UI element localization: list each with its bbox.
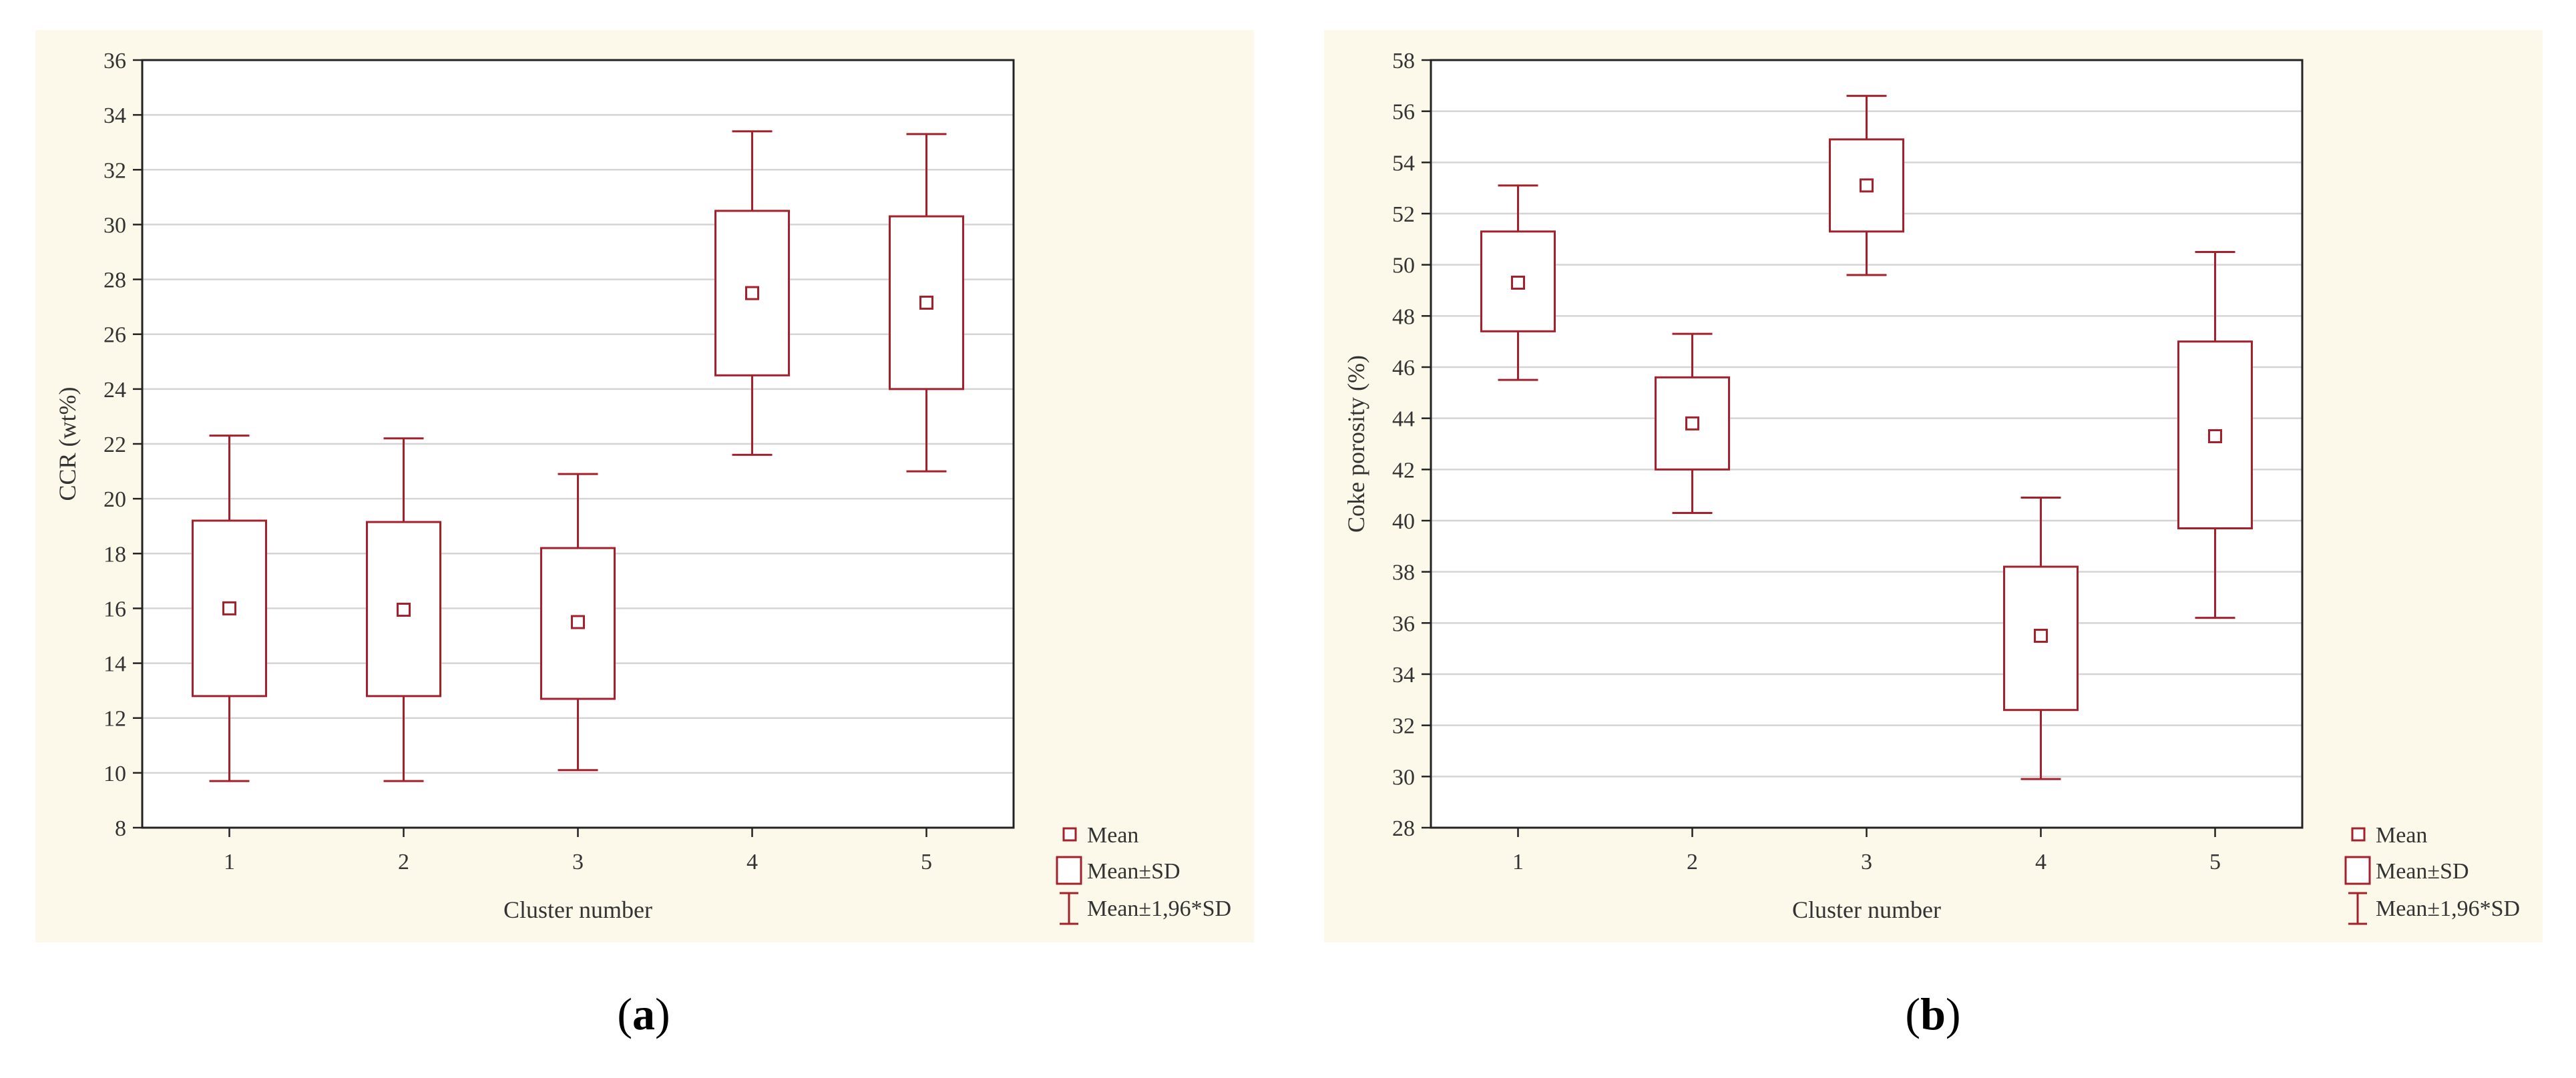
y-tick-label: 34 — [103, 103, 126, 128]
x-tick-label: 5 — [2209, 850, 2221, 874]
x-tick-label: 2 — [398, 850, 409, 874]
x-tick-label: 5 — [921, 850, 932, 874]
y-tick-label: 38 — [1392, 561, 1415, 585]
mean-marker — [745, 286, 759, 300]
caption-a: (a) — [617, 989, 670, 1039]
caption-b: (b) — [1905, 989, 1961, 1039]
legend-mean-marker — [1062, 827, 1077, 842]
y-tick-label: 32 — [103, 158, 126, 183]
mean-marker — [571, 615, 585, 629]
y-tick-label: 44 — [1392, 407, 1415, 432]
y-tick-label: 20 — [103, 487, 126, 512]
mean-marker — [397, 602, 411, 617]
y-tick-label: 36 — [103, 49, 126, 73]
chart-panel-b: 28 30 32 34 36 38 40 42 44 46 48 50 52 54 56 58 1 2 3 4 5 Clu… — [1324, 30, 2543, 942]
mean-marker — [1860, 178, 1874, 193]
y-tick-label: 14 — [103, 652, 126, 677]
y-tick-label: 48 — [1392, 304, 1415, 329]
mean-marker — [919, 295, 933, 310]
mean-marker — [2208, 429, 2222, 443]
caption-b-label: b — [1920, 989, 1946, 1039]
legend-sd-label: Mean±SD — [2376, 859, 2469, 884]
y-axis-label: Coke porosity (%) — [1343, 355, 1369, 533]
chart-panel-a: 8 10 12 14 16 18 20 22 24 26 28 30 32 34 36 1 2 3 4 5 Cluste… — [35, 30, 1254, 942]
y-tick-label: 16 — [103, 597, 126, 621]
y-tick-label: 52 — [1392, 202, 1415, 227]
y-tick-label: 40 — [1392, 509, 1415, 534]
x-tick-label: 4 — [746, 850, 758, 874]
legend-sd-label: Mean±SD — [1087, 859, 1180, 884]
mean-marker — [1685, 416, 1699, 431]
y-tick-label: 30 — [103, 213, 126, 238]
legend-mean-marker — [2351, 827, 2366, 842]
legend-sd-box — [1056, 856, 1082, 885]
legend-mean-label: Mean — [2376, 823, 2427, 848]
y-tick-label: 26 — [103, 323, 126, 348]
y-tick-label: 8 — [115, 816, 126, 841]
y-tick-label: 22 — [103, 433, 126, 457]
y-tick-label: 18 — [103, 542, 126, 567]
y-tick-label: 36 — [1392, 611, 1415, 636]
y-tick-label: 12 — [103, 707, 126, 732]
x-tick-label: 4 — [2035, 850, 2047, 874]
x-tick-label: 3 — [572, 850, 584, 874]
y-tick-label: 54 — [1392, 151, 1415, 176]
legend-196sd-label: Mean±1,96*SD — [1087, 896, 1231, 921]
y-tick-label: 10 — [103, 762, 126, 786]
y-tick-label: 34 — [1392, 663, 1415, 688]
y-tick-label: 30 — [1392, 765, 1415, 790]
mean-marker — [1511, 276, 1525, 290]
legend-sd-box — [2344, 856, 2371, 885]
x-tick-label: 1 — [224, 850, 235, 874]
y-tick-label: 56 — [1392, 100, 1415, 125]
y-tick-label: 46 — [1392, 356, 1415, 380]
caption-a-label: a — [632, 989, 655, 1039]
x-tick-label: 3 — [1861, 850, 1872, 874]
mean-marker — [222, 601, 236, 615]
x-axis-label: Cluster number — [503, 896, 652, 923]
y-tick-label: 24 — [103, 378, 126, 402]
mean-marker — [2034, 629, 2048, 643]
y-axis-label: CCR (wt%) — [54, 387, 81, 501]
x-tick-label: 1 — [1512, 850, 1524, 874]
y-tick-label: 28 — [103, 268, 126, 293]
legend-mean-label: Mean — [1087, 823, 1138, 848]
y-tick-label: 32 — [1392, 714, 1415, 739]
x-tick-label: 2 — [1687, 850, 1698, 874]
legend-196sd-label: Mean±1,96*SD — [2376, 896, 2520, 921]
x-axis-label: Cluster number — [1792, 896, 1941, 923]
y-tick-label: 28 — [1392, 816, 1415, 841]
y-tick-label: 58 — [1392, 49, 1415, 73]
y-tick-label: 50 — [1392, 254, 1415, 278]
y-tick-label: 42 — [1392, 458, 1415, 483]
